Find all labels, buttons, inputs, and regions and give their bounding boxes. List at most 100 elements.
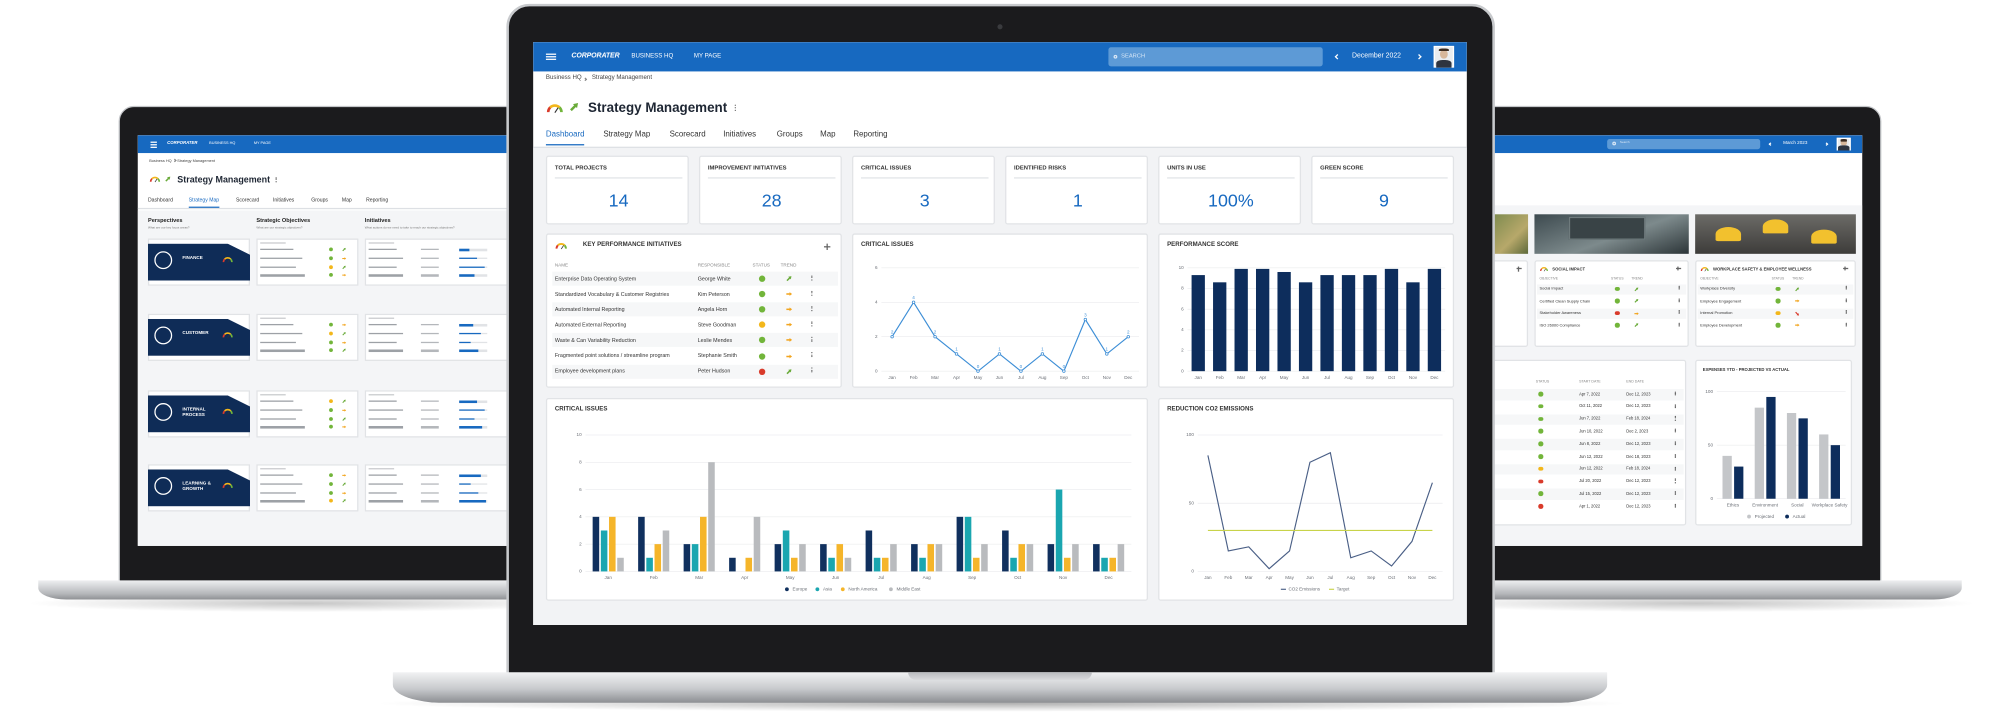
initiatives-card — [364, 390, 518, 438]
more-dot — [811, 294, 813, 296]
status-dot — [329, 416, 333, 421]
tab[interactable]: Groups — [311, 196, 328, 203]
x-tick-label: Nov — [1103, 375, 1112, 380]
status-dot — [1538, 504, 1543, 509]
bar — [753, 516, 761, 572]
tab[interactable]: Strategy Map — [603, 130, 651, 140]
table-row — [552, 271, 839, 286]
trend-arrow-head — [343, 417, 346, 420]
x-tick-label: Apr — [1259, 375, 1267, 380]
tab[interactable]: Scorecard — [235, 196, 260, 203]
breadcrumb-item[interactable]: Business HQ — [545, 75, 582, 82]
tab[interactable]: Dashboard — [147, 196, 173, 203]
bar — [1213, 282, 1227, 372]
x-tick-label: Ethics — [1727, 502, 1740, 507]
tab[interactable]: Map — [820, 130, 836, 140]
table-header — [260, 468, 286, 470]
table-header — [368, 317, 395, 319]
x-tick-label: Feb — [1224, 575, 1232, 580]
trend-arrow-head — [788, 276, 792, 280]
nav-link[interactable]: MY PAGE — [693, 52, 722, 60]
tab[interactable]: Groups — [776, 130, 803, 140]
nav-link[interactable]: MY PAGE — [253, 140, 271, 146]
table-header — [260, 242, 286, 244]
column-header: NAME — [554, 262, 569, 268]
line-point — [976, 369, 980, 373]
trend-arrow-head — [572, 103, 579, 109]
more-dot — [1678, 311, 1680, 313]
search-placeholder[interactable]: Search — [1619, 140, 1630, 144]
card-title: EXPENSES YTD - PROJECTED VS ACTUAL — [1702, 367, 1790, 373]
row-text — [368, 274, 404, 277]
search-icon — [1113, 54, 1118, 59]
trend-arrow-head — [1636, 311, 1639, 315]
trend-arrow — [1795, 286, 1800, 291]
responsible: Leslie Mendes — [697, 336, 733, 343]
menu-icon-bar — [150, 140, 157, 143]
breadcrumb-item[interactable]: Business HQ — [149, 157, 172, 163]
base-notch — [908, 672, 1092, 680]
row-text — [368, 491, 397, 494]
more-dot — [1674, 455, 1676, 456]
more-dot — [1674, 394, 1676, 395]
trend-arrow — [570, 103, 579, 112]
chevron — [172, 158, 176, 162]
tab[interactable]: Map — [341, 196, 352, 203]
table-row — [1697, 295, 1854, 307]
tab[interactable]: Scorecard — [669, 130, 706, 140]
status-dot — [1538, 429, 1543, 434]
tab[interactable]: Initiatives — [723, 130, 757, 140]
search-placeholder[interactable]: SEARCH — [1121, 52, 1146, 60]
more-dot — [811, 356, 813, 358]
column-header: TREND — [1631, 276, 1643, 281]
data-label: 2 — [891, 329, 894, 334]
trend-arrow — [1634, 311, 1639, 315]
row-text — [260, 409, 303, 411]
x-tick-label: Aug — [923, 575, 932, 580]
plus-v — [1518, 266, 1520, 272]
y-tick-label: 2 — [875, 334, 878, 339]
tab[interactable]: Reporting — [853, 130, 888, 140]
nav-link[interactable]: BUSINESS HQ — [209, 140, 236, 146]
bar — [1766, 396, 1776, 499]
legend-swatch — [815, 587, 820, 592]
more-dot — [1678, 299, 1680, 301]
initiative-name: Enterprise Data Operating System — [554, 274, 637, 282]
tab[interactable]: Dashboard — [545, 130, 585, 140]
tab[interactable]: Initiatives — [272, 196, 295, 203]
bar — [1363, 275, 1377, 372]
kpi-card: GREEN SCORE 9 — [1311, 155, 1455, 225]
column-header: STATUS — [1771, 276, 1785, 281]
y-tick-label: 0 — [1181, 368, 1184, 373]
status-dot — [1538, 441, 1543, 447]
bar — [729, 557, 736, 572]
legend-swatch — [1785, 514, 1789, 519]
status-dot — [329, 499, 333, 504]
row-text — [260, 257, 303, 260]
more-dot — [1845, 288, 1847, 290]
trend-arrow-head — [1635, 323, 1639, 326]
legend-label: Target — [1337, 587, 1350, 592]
y-tick-label: 50 — [1189, 500, 1195, 505]
line-point — [997, 352, 1002, 356]
y-tick-label: 0 — [1710, 496, 1713, 501]
bar — [1063, 557, 1071, 572]
more-dot — [1674, 480, 1676, 481]
avatar-hair — [1840, 139, 1847, 142]
bar — [836, 544, 844, 572]
table-row — [1697, 283, 1854, 295]
gauge-green — [230, 484, 233, 488]
column-header: OBJECTIVE — [1700, 276, 1719, 281]
photo-helmet — [1811, 229, 1837, 244]
more-dot — [734, 104, 737, 106]
nav-link[interactable]: BUSINESS HQ — [631, 52, 674, 60]
more-dot — [811, 336, 813, 338]
trend-arrow — [342, 349, 346, 353]
bar — [1026, 544, 1034, 572]
tab[interactable]: Reporting — [366, 196, 389, 203]
x-tick-label: Mar — [695, 575, 703, 580]
gauge-red — [1540, 268, 1543, 272]
x-tick-label: Aug — [1344, 375, 1353, 380]
row-owner — [420, 426, 439, 429]
tab[interactable]: Strategy Map — [188, 196, 220, 203]
